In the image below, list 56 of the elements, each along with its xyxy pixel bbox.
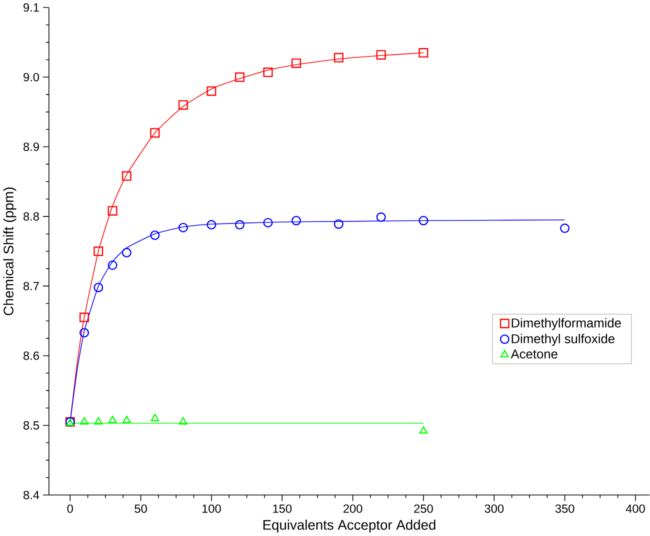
point: [94, 417, 103, 425]
point: [122, 248, 132, 258]
point: [418, 48, 428, 58]
point: [206, 86, 216, 96]
point: [234, 220, 244, 230]
point: [263, 68, 273, 78]
x-tick-label: 350: [555, 504, 574, 513]
y-tick-label: 8.9: [24, 142, 39, 152]
x-tick-label: 100: [202, 504, 221, 513]
y-tick-label: 8.7: [24, 282, 39, 290]
point: [108, 206, 118, 216]
point: [80, 417, 88, 425]
legend-label: Dimethylformamide: [512, 318, 621, 330]
point: [376, 50, 386, 60]
y-tick-label: 9.0: [24, 73, 40, 82]
point: [179, 417, 188, 425]
point: [418, 216, 428, 226]
point: [150, 230, 160, 240]
point: [263, 218, 273, 228]
point: [334, 52, 344, 62]
legend-label: Acetone: [510, 350, 558, 359]
point: [150, 414, 160, 422]
x-tick-label: 400: [626, 504, 645, 513]
x-tick-label: 150: [273, 504, 292, 513]
point: [80, 312, 89, 322]
y-tick-label: 8.8: [24, 212, 39, 221]
y-tick-label: 8.5: [24, 421, 39, 430]
point: [178, 222, 188, 232]
point: [376, 212, 386, 222]
x-tick-label: 300: [484, 504, 504, 513]
point: [560, 224, 570, 234]
x-axis-title: Equivalents Acceptor Added: [263, 520, 436, 533]
point: [108, 260, 118, 270]
point: [178, 100, 188, 110]
legend-label: Dimethyl sulfoxide: [512, 334, 614, 346]
x-tick-label: 250: [414, 504, 433, 513]
point: [108, 416, 117, 424]
point: [206, 220, 216, 230]
point: [292, 216, 302, 226]
x-tick-label: 50: [134, 504, 147, 513]
y-tick-label: 8.4: [24, 490, 40, 500]
point: [419, 426, 428, 434]
point: [234, 72, 244, 82]
x-tick-label: 0: [67, 504, 73, 513]
y-axis-title: Chemical Shift (ppm): [3, 188, 16, 316]
point: [292, 58, 302, 68]
y-tick-label: 8.6: [24, 352, 39, 360]
point: [150, 128, 160, 138]
point: [80, 328, 89, 338]
point: [334, 219, 344, 229]
point: [94, 282, 104, 292]
x-tick-label: 200: [343, 504, 362, 513]
y-tick-label: 9.1: [24, 3, 39, 12]
point: [122, 171, 132, 181]
point: [94, 246, 104, 256]
point: [122, 416, 131, 424]
